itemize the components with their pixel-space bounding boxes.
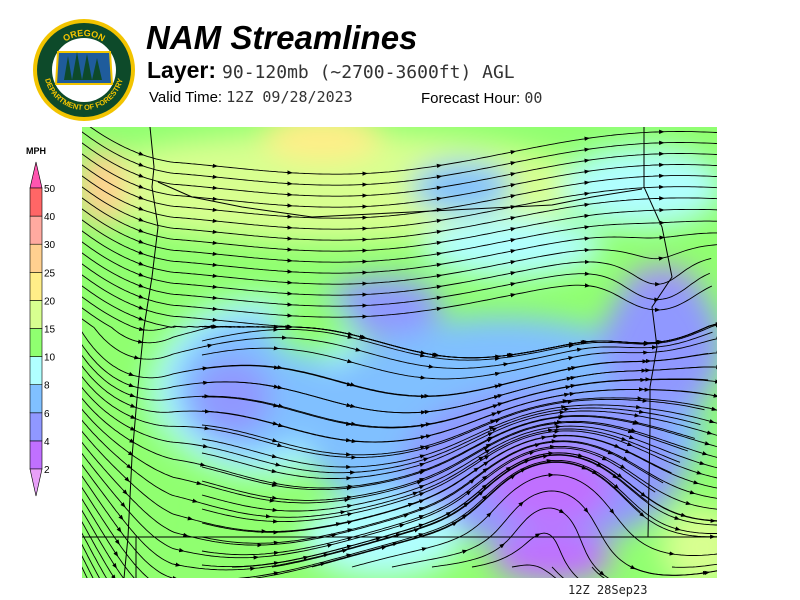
streamline <box>82 252 710 307</box>
colorbar-segment <box>29 328 43 357</box>
streamline <box>201 366 717 414</box>
streamline <box>82 555 94 578</box>
streamline <box>82 408 688 504</box>
streamline <box>201 435 717 533</box>
streamline <box>671 563 717 568</box>
streamline <box>351 474 717 568</box>
streamline <box>431 507 610 578</box>
streamline <box>631 566 717 576</box>
forecast-hour: Forecast Hour: 00 <box>421 89 542 107</box>
colorbar-tick-label: 4 <box>44 437 50 448</box>
colorbar-segment <box>29 412 43 442</box>
colorbar-tick-label: 6 <box>44 409 50 420</box>
valid-time-label: Valid Time: <box>149 89 223 106</box>
streamline <box>82 142 717 197</box>
streamline <box>82 164 717 219</box>
colorbar-tick-label: 2 <box>44 465 50 476</box>
colorbar-tick-label: 15 <box>44 325 56 336</box>
forecast-hour-label: Forecast Hour: <box>421 90 521 107</box>
streamline <box>82 241 712 296</box>
streamline <box>82 153 717 208</box>
streamline <box>82 543 100 578</box>
valid-time: Valid Time: 12Z 09/28/2023 <box>149 88 353 106</box>
colorbar-tick-label: 30 <box>44 240 56 251</box>
streamline <box>82 131 717 186</box>
streamline <box>201 415 717 491</box>
streamline <box>201 404 717 468</box>
streamline <box>201 420 717 501</box>
streamline <box>82 532 107 578</box>
streamline <box>82 208 717 263</box>
colorbar-segment <box>29 272 43 301</box>
streamline <box>82 441 664 546</box>
valid-time-value: 12Z 09/28/2023 <box>226 88 353 106</box>
streamline <box>82 521 115 578</box>
svg-text:OREGON: OREGON <box>61 28 106 44</box>
streamline <box>82 386 701 474</box>
colorbar-segment <box>29 384 43 414</box>
colorbar-tick-label: 40 <box>44 212 56 223</box>
streamline <box>201 324 717 361</box>
colorbar-over-triangle <box>29 161 43 189</box>
streamline <box>82 397 695 489</box>
colorbar-tick-label: 25 <box>44 268 56 279</box>
colorbar-segment <box>29 187 43 217</box>
streamline <box>471 532 579 578</box>
layer-label: Layer: <box>147 57 217 83</box>
streamline <box>82 230 717 285</box>
streamline <box>201 397 717 456</box>
streamline <box>82 447 656 559</box>
layer-info: Layer: 90-120mb (~2700-3600ft) AGL <box>147 57 515 84</box>
streamline <box>232 452 717 568</box>
colorbar-unit: MPH <box>26 146 46 156</box>
streamline <box>201 430 717 523</box>
streamline <box>82 197 717 252</box>
streamline <box>201 352 717 397</box>
colorbar-segment <box>29 243 43 273</box>
colorbar-under-triangle <box>29 468 43 497</box>
streamline <box>82 419 681 518</box>
streamline <box>82 219 717 274</box>
streamline <box>82 186 717 241</box>
page-title: NAM Streamlines <box>146 19 418 56</box>
streamline <box>89 127 717 175</box>
colorbar-segment <box>29 215 43 245</box>
streamline <box>201 440 717 544</box>
colorbar-segment <box>29 300 43 329</box>
streamline <box>591 566 605 578</box>
streamline <box>201 338 717 380</box>
streamline <box>201 323 717 359</box>
streamline <box>201 445 717 556</box>
map-timestamp: 12Z 28Sep23 <box>568 583 648 597</box>
colorbar-tick-label: 8 <box>44 381 50 392</box>
streamline <box>82 498 135 578</box>
colorbar-tick-label: 20 <box>44 296 56 307</box>
streamline <box>82 318 713 369</box>
streamline <box>237 459 717 578</box>
streamline <box>201 388 717 443</box>
streamline-map <box>82 127 717 578</box>
layer-value: 90-120mb (~2700-3600ft) AGL <box>222 62 515 83</box>
streamline <box>201 410 717 479</box>
streamline <box>82 376 705 458</box>
oregon-department-of-forestry-logo: OREGON DEPARTMENT OF FORESTRY <box>33 19 135 121</box>
streamline <box>511 564 557 578</box>
streamline <box>82 509 124 578</box>
streamline <box>551 566 564 578</box>
colorbar-segment <box>29 356 43 386</box>
streamline <box>82 175 717 230</box>
forecast-hour-value: 00 <box>524 89 543 107</box>
streamline <box>311 461 717 568</box>
streamline <box>82 263 713 318</box>
streamline <box>271 454 717 568</box>
streamline <box>201 425 717 512</box>
streamline <box>201 379 717 429</box>
colorbar-segment <box>29 440 43 470</box>
streamline <box>82 486 149 578</box>
streamline <box>82 566 88 578</box>
colorbar-tick-label: 10 <box>44 353 56 364</box>
wind-speed-colorbar: MPH 2 4 6 8 10 15 20 25 30 40 50 <box>26 146 56 497</box>
colorbar-tick-label: 50 <box>44 184 56 195</box>
